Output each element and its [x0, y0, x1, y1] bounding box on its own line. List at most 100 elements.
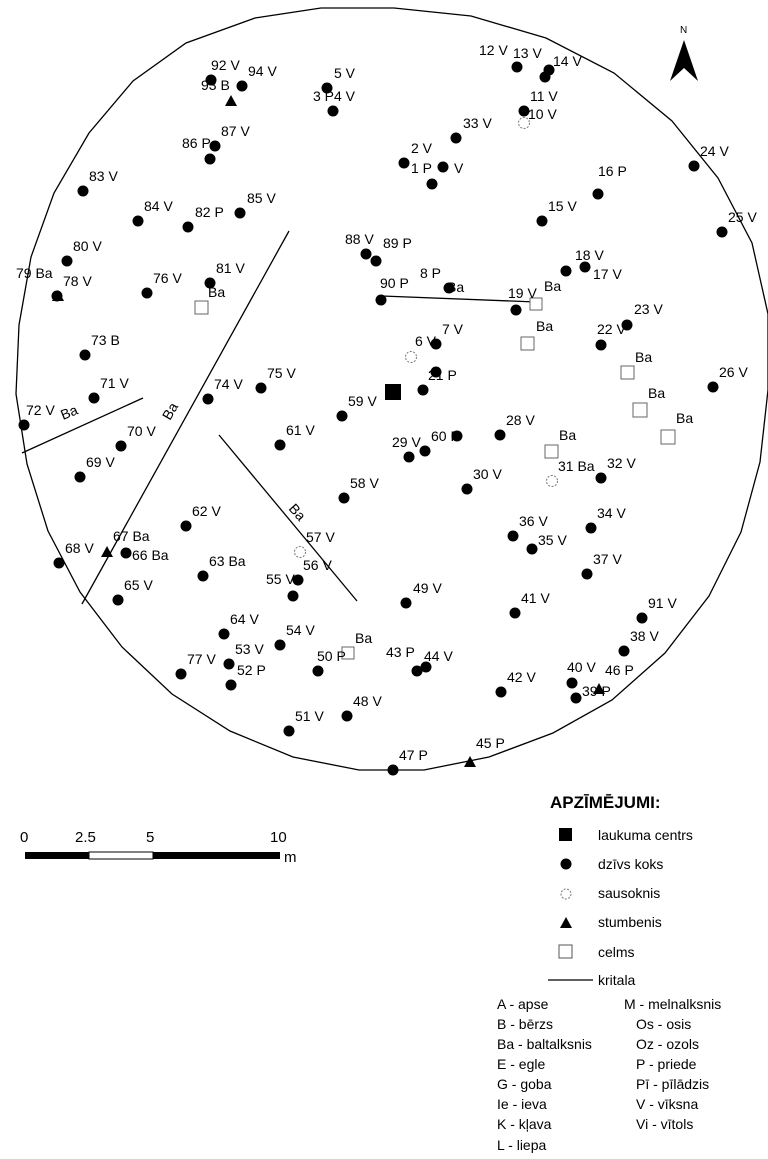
scale-unit: m — [284, 849, 297, 866]
north-arrow-icon — [670, 40, 698, 81]
tree-label: 56 V — [303, 557, 332, 573]
tree-label: 13 V — [513, 45, 542, 61]
abbr-right: Pī - pīlādzis — [636, 1076, 709, 1092]
tree-label: Ba — [355, 630, 372, 646]
tree-label: 46 P — [605, 662, 634, 678]
tree-label: 64 V — [230, 611, 259, 627]
legend-symbol-dead-tree — [560, 888, 572, 900]
tree-labels: 92 V 94 V 93 B 5 V 3 P 4 V 12 V 13 V 14 … — [16, 42, 757, 763]
legend-symbol-stump — [558, 944, 573, 959]
tree-label: 33 V — [463, 115, 492, 131]
tree-label: 82 P — [195, 204, 224, 220]
fallen-tree-label: Ba — [159, 399, 182, 422]
tree-label: 90 P — [380, 275, 409, 291]
tree-label: 39 P — [582, 683, 611, 699]
abbr-right: Vi - vītols — [636, 1116, 693, 1132]
tree-label: 2 V — [411, 140, 433, 156]
abbr-left: G - goba — [497, 1076, 552, 1092]
tree-label: 25 V — [728, 209, 757, 225]
legend-item: stumbenis — [598, 914, 662, 930]
legend-title: APZĪMĒJUMI: — [550, 793, 661, 812]
fallen-trees — [21, 230, 537, 605]
tree-label: 50 P — [317, 648, 346, 664]
legend-item: celms — [598, 944, 635, 960]
tree-label: 47 P — [399, 747, 428, 763]
legend-item: kritala — [598, 972, 636, 988]
tree-label: 55 V — [266, 571, 295, 587]
tree-label: 92 V — [211, 57, 240, 73]
tree-label: 87 V — [221, 123, 250, 139]
plot-center-marker — [385, 384, 401, 400]
dead-standing-tree-markers — [294, 117, 558, 558]
scale-bar: 0 2.5 5 10 m — [20, 829, 297, 866]
tree-label: 14 V — [553, 53, 582, 69]
legend-symbol-snag — [560, 917, 572, 928]
legend-item: dzīvs koks — [598, 856, 663, 872]
abbr-left: Ie - ieva — [497, 1096, 547, 1112]
tree-label: 65 V — [124, 577, 153, 593]
tree-label: 63 Ba — [209, 553, 246, 569]
tree-label: Ba — [544, 278, 561, 294]
tree-label: 11 V — [530, 88, 558, 104]
tree-label: 41 V — [521, 590, 550, 606]
tree-label: 28 V — [506, 412, 535, 428]
tree-label: 34 V — [597, 505, 626, 521]
tree-label: 78 V — [63, 273, 92, 289]
tree-label: 81 V — [216, 260, 245, 276]
tree-label: 48 V — [353, 693, 382, 709]
scale-tick-label: 2.5 — [75, 829, 96, 846]
abbr-right: Oz - ozols — [636, 1036, 699, 1052]
tree-label: V — [454, 160, 464, 176]
tree-label: 30 V — [473, 466, 502, 482]
tree-label: 44 V — [424, 648, 453, 664]
abbr-right: M - melnalksnis — [624, 996, 721, 1012]
tree-label: 21 P — [428, 367, 457, 383]
tree-label: 80 V — [73, 238, 102, 254]
tree-label: 7 V — [442, 321, 464, 337]
tree-label: 89 P — [383, 235, 412, 251]
tree-label: 70 V — [127, 423, 156, 439]
tree-label: 3 P — [313, 88, 334, 104]
tree-label: Ba — [447, 279, 464, 295]
tree-label: 52 P — [237, 662, 266, 678]
tree-label: Ba — [559, 427, 576, 443]
tree-label: 31 Ba — [558, 458, 595, 474]
tree-label: 38 V — [630, 628, 659, 644]
tree-label: 26 V — [719, 364, 748, 380]
abbr-right: P - priede — [636, 1056, 697, 1072]
tree-label: 74 V — [214, 376, 243, 392]
scale-tick-label: 5 — [146, 829, 154, 846]
legend-item: laukuma centrs — [598, 827, 693, 843]
tree-label: 94 V — [248, 63, 277, 79]
abbr-left: K - kļava — [497, 1116, 552, 1132]
tree-label: 58 V — [350, 475, 379, 491]
legend: APZĪMĒJUMI: laukuma centrs dzīvs koks sa… — [497, 793, 721, 1153]
scale-tick-label: 0 — [20, 829, 28, 846]
tree-label: Ba — [648, 385, 665, 401]
tree-label: 18 V — [575, 247, 604, 263]
tree-label: 4 V — [334, 88, 356, 104]
tree-label: 83 V — [89, 168, 118, 184]
tree-label: 16 P — [598, 163, 627, 179]
tree-label: 59 V — [348, 393, 377, 409]
tree-label: 93 B — [201, 77, 230, 93]
tree-label: 43 P — [386, 644, 415, 660]
abbr-left: L - liepa — [497, 1137, 547, 1153]
tree-label: 42 V — [507, 669, 536, 685]
tree-label: 62 V — [192, 503, 221, 519]
tree-label: 36 V — [519, 513, 548, 529]
tree-label: 84 V — [144, 198, 173, 214]
tree-label: 73 B — [91, 332, 120, 348]
stump-markers — [194, 297, 676, 660]
live-tree-markers — [18, 61, 728, 776]
tree-label: 79 Ba — [16, 265, 53, 281]
tree-label: 77 V — [187, 651, 216, 667]
tree-label: 66 Ba — [132, 547, 169, 563]
abbr-right: Os - osis — [636, 1016, 691, 1032]
tree-label: Ba — [676, 410, 693, 426]
tree-label: 12 V — [479, 42, 508, 58]
tree-label: 60 P — [431, 428, 460, 444]
tree-label: 40 V — [567, 659, 596, 675]
tree-label: 72 V — [26, 402, 55, 418]
